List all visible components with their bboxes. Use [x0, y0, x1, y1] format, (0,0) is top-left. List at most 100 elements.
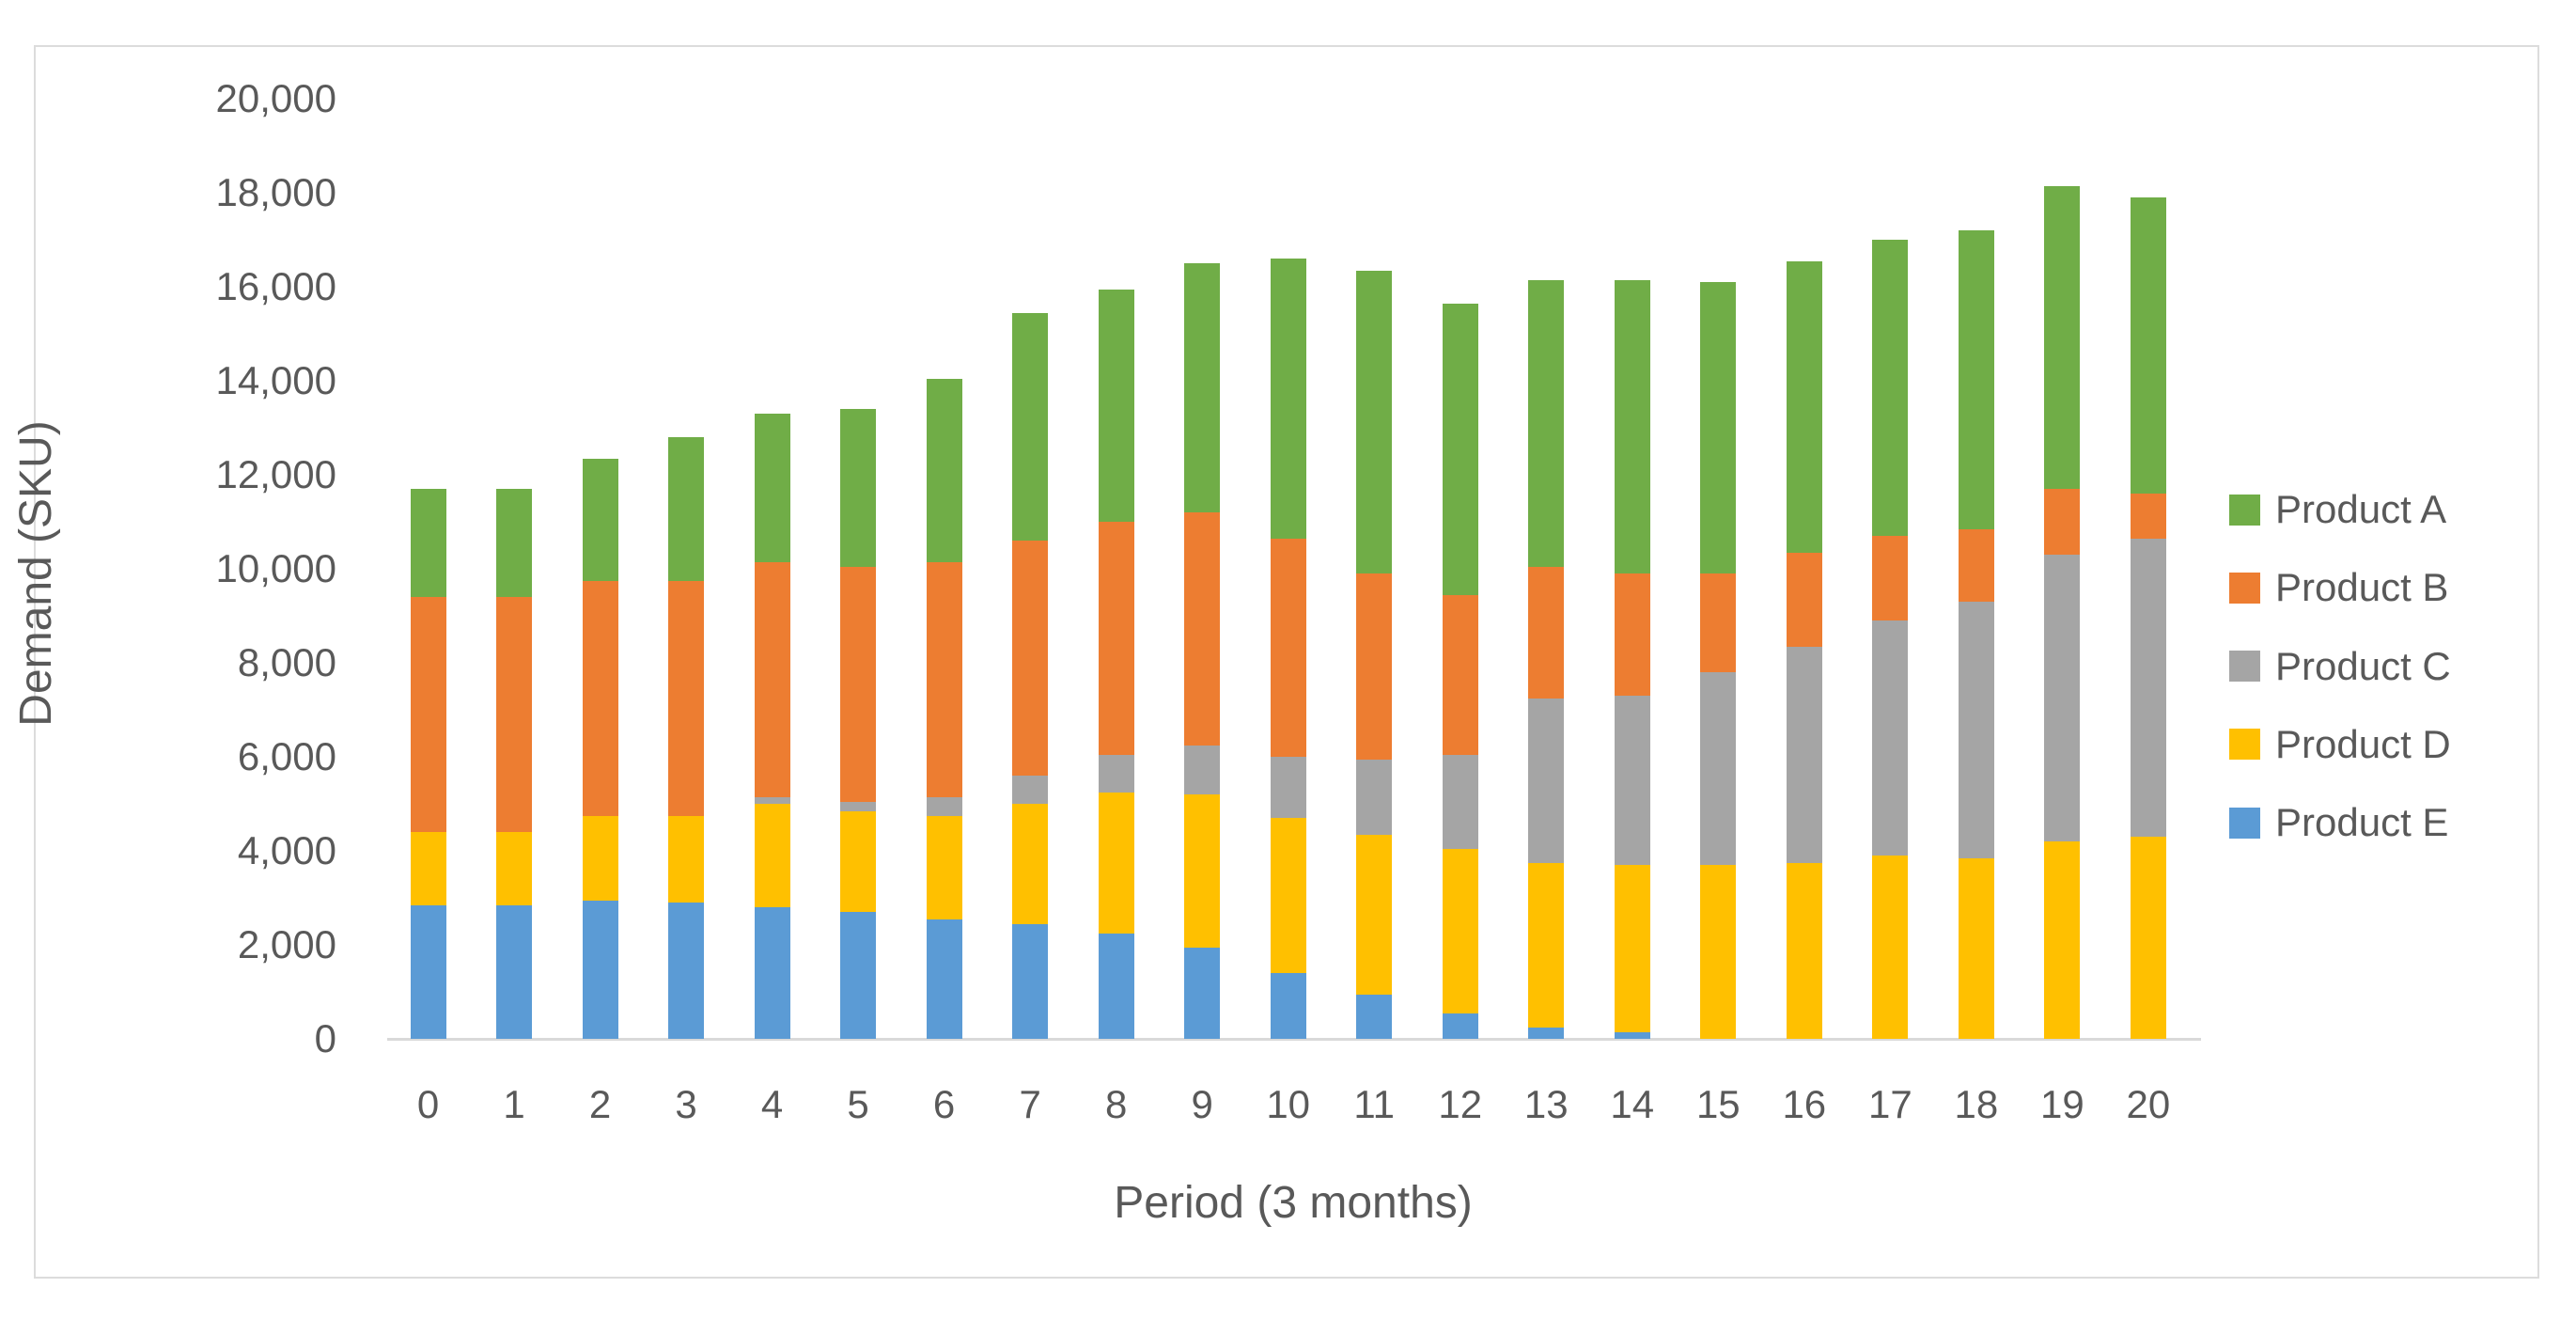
bar-segment-product-a-p4 [754, 414, 790, 562]
y-tick-label: 0 [314, 1016, 336, 1060]
x-tick-label: 7 [1019, 1082, 1041, 1126]
bar-segment-product-a-p7 [1012, 312, 1049, 541]
bar-segment-product-d-p11 [1356, 834, 1393, 995]
bar-segment-product-b-p18 [1958, 528, 1994, 602]
y-tick-label: 14,000 [215, 358, 336, 402]
bar-segment-product-a-p10 [1270, 259, 1306, 539]
bar-segment-product-b-p1 [496, 597, 533, 832]
bar-segment-product-c-p4 [754, 796, 790, 804]
x-tick-label: 20 [2126, 1082, 2171, 1126]
x-tick-label: 8 [1104, 1082, 1128, 1126]
bar-segment-product-d-p16 [1786, 862, 1822, 1039]
legend-label: Product D [2275, 721, 2451, 766]
bar-segment-product-e-p6 [926, 919, 962, 1039]
y-axis-title: Demand (SKU) [11, 420, 61, 727]
bar-segment-product-b-p7 [1012, 541, 1049, 776]
legend-item-product-b: Product B [2229, 565, 2449, 610]
bar-segment-product-a-p20 [2130, 197, 2166, 494]
bar-segment-product-a-p12 [1442, 303, 1478, 595]
bar-segment-product-d-p19 [2044, 841, 2081, 1039]
bar-segment-product-a-p18 [1958, 230, 1994, 529]
bar-segment-product-b-p17 [1872, 536, 1909, 620]
bar-segment-product-b-p15 [1700, 573, 1737, 672]
bar-segment-product-d-p3 [668, 815, 705, 903]
bar-segment-product-d-p17 [1872, 856, 1909, 1039]
y-tick-label: 18,000 [215, 170, 336, 214]
bar-segment-product-c-p6 [926, 796, 962, 816]
bar-segment-product-e-p12 [1442, 1013, 1478, 1039]
bar-segment-product-b-p11 [1356, 573, 1393, 760]
x-tick-label: 0 [416, 1082, 440, 1126]
bar-segment-product-d-p5 [840, 810, 877, 912]
bar-segment-product-c-p19 [2044, 555, 2081, 841]
bar-segment-product-d-p0 [410, 832, 446, 905]
bar-segment-product-a-p3 [668, 437, 705, 581]
bar-segment-product-b-p4 [754, 561, 790, 797]
x-tick-label: 1 [503, 1082, 525, 1126]
bar-segment-product-b-p6 [926, 561, 962, 797]
x-tick-label: 12 [1438, 1082, 1483, 1126]
y-tick-label: 6,000 [237, 734, 336, 778]
y-tick-label: 2,000 [237, 922, 336, 966]
bar-segment-product-d-p4 [754, 804, 790, 907]
bar-segment-product-c-p9 [1184, 745, 1221, 794]
x-axis-line [387, 1038, 2201, 1041]
bar-segment-product-a-p9 [1184, 263, 1221, 512]
y-tick-label: 8,000 [237, 640, 336, 684]
bar-segment-product-d-p20 [2130, 837, 2166, 1039]
bar-segment-product-b-p3 [668, 580, 705, 816]
bar-segment-product-a-p8 [1098, 289, 1134, 522]
legend-label: Product B [2275, 565, 2449, 610]
bar-segment-product-b-p10 [1270, 538, 1306, 757]
bar-segment-product-c-p11 [1356, 759, 1393, 835]
x-tick-label: 11 [1353, 1082, 1396, 1126]
bar-segment-product-a-p16 [1786, 260, 1822, 553]
bar-segment-product-a-p14 [1614, 279, 1650, 573]
y-tick-label: 4,000 [237, 828, 336, 872]
bar-segment-product-a-p6 [926, 378, 962, 562]
bar-segment-product-c-p16 [1786, 646, 1822, 863]
bar-segment-product-d-p12 [1442, 848, 1478, 1013]
bar-segment-product-a-p13 [1528, 279, 1565, 567]
bar-segment-product-b-p12 [1442, 594, 1478, 755]
bar-segment-product-b-p16 [1786, 552, 1822, 647]
bar-segment-product-c-p17 [1872, 620, 1909, 856]
bar-segment-product-e-p11 [1356, 994, 1393, 1039]
bar-segment-product-e-p4 [754, 907, 790, 1039]
x-tick-label: 5 [847, 1082, 869, 1126]
bar-segment-product-e-p0 [410, 904, 446, 1039]
bar-segment-product-e-p7 [1012, 923, 1049, 1039]
bar-segment-product-a-p15 [1700, 282, 1737, 573]
legend-label: Product A [2275, 487, 2447, 531]
x-tick-label: 19 [2040, 1082, 2084, 1126]
bar-segment-product-a-p19 [2044, 185, 2081, 489]
bar-segment-product-e-p2 [582, 900, 618, 1039]
bar-segment-product-b-p13 [1528, 566, 1565, 699]
legend-item-product-c: Product C [2229, 646, 2451, 685]
bar-segment-product-d-p7 [1012, 804, 1049, 924]
x-tick-label: 10 [1266, 1082, 1311, 1126]
legend-swatch-icon [2229, 494, 2260, 526]
bar-segment-product-a-p5 [840, 409, 877, 567]
bar-segment-product-e-p14 [1614, 1031, 1650, 1039]
bar-segment-product-c-p20 [2130, 538, 2166, 837]
bar-segment-product-b-p19 [2044, 489, 2081, 555]
x-tick-label: 3 [675, 1082, 697, 1126]
x-tick-label: 15 [1695, 1082, 1741, 1126]
bar-segment-product-a-p2 [582, 458, 618, 581]
y-tick-label: 10,000 [215, 546, 336, 590]
x-tick-label: 18 [1954, 1082, 1999, 1126]
x-axis-title: Period (3 months) [1114, 1178, 1473, 1228]
bar-segment-product-b-p20 [2130, 494, 2166, 539]
x-tick-label: 13 [1523, 1082, 1569, 1126]
legend-item-product-e: Product E [2229, 803, 2448, 842]
x-tick-label: 16 [1782, 1082, 1827, 1126]
bar-segment-product-e-p13 [1528, 1027, 1565, 1039]
bar-segment-product-d-p15 [1700, 865, 1737, 1039]
bar-segment-product-e-p5 [840, 912, 877, 1039]
y-tick-label: 16,000 [215, 264, 336, 308]
legend-swatch-icon [2229, 651, 2260, 683]
bar-segment-product-b-p8 [1098, 522, 1134, 755]
bar-segment-product-b-p2 [582, 580, 618, 816]
